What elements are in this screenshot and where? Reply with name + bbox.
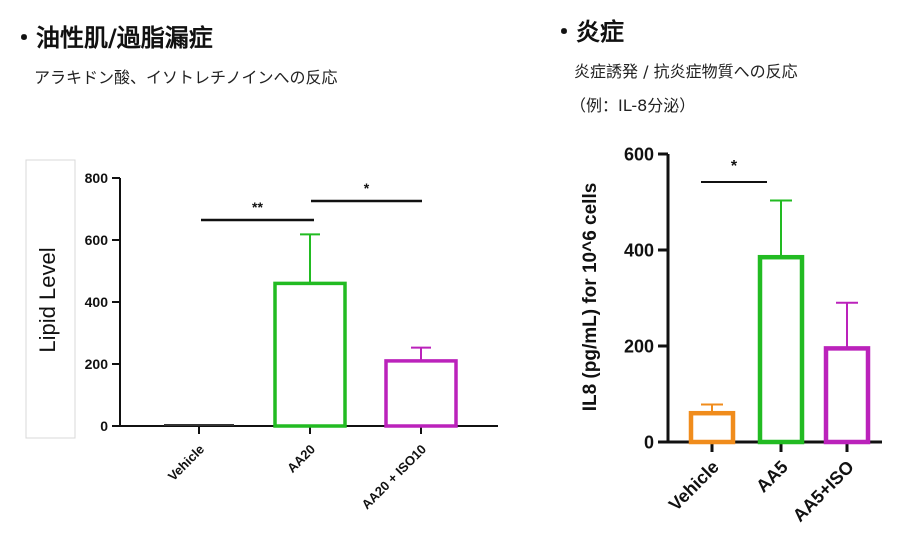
right-category-label: AA5+ISO (789, 457, 858, 526)
left-y-axis-label: Lipid Level (35, 247, 60, 352)
right-bar (688, 410, 736, 445)
left-y-tick-label: 800 (85, 170, 109, 186)
right-y-axis-label: IL8 (pg/mL) for 10^6 cells (580, 183, 601, 412)
left-y-tick-label: 600 (85, 232, 109, 248)
left-y-tick-label: 400 (85, 294, 109, 310)
right-panel-subtitle-line1: 炎症誘発 / 抗炎症物質への反応 (574, 62, 798, 81)
left-bar (384, 359, 458, 428)
left-y-tick-label: 0 (100, 418, 108, 434)
left-category-label: Vehicle (165, 442, 207, 484)
right-bar (823, 346, 871, 445)
left-panel-heading: ・油性肌/過脂漏症 (12, 24, 213, 52)
right-panel-heading: ・炎症 (552, 18, 624, 46)
left-y-tick-label: 200 (85, 356, 109, 372)
right-significance-label: * (731, 158, 738, 175)
right-panel-subtitle-line2: （例：IL-8分泌） (570, 96, 696, 115)
right-chart: 0 200 400 600 IL8 (pg/mL) for 10^6 cells Vehi… (580, 144, 882, 526)
left-chart: 0 200 400 600 800 Lipid Level Vehicle AA20 AA20 … (35, 170, 498, 512)
left-category-label: AA20 (284, 442, 318, 476)
left-panel-subtitle: アラキドン酸、イソトレチノインへの反応 (34, 68, 338, 87)
right-y-tick-label: 200 (624, 336, 654, 356)
right-y-tick-label: 600 (624, 144, 654, 164)
right-category-label: Vehicle (665, 457, 723, 515)
left-significance-label: ** (252, 199, 263, 215)
left-ylabel-box (25, 159, 76, 439)
right-category-label: AA5 (752, 457, 792, 497)
right-bar (757, 254, 805, 445)
right-y-tick-label: 0 (644, 432, 654, 452)
left-bar (273, 281, 347, 428)
left-significance-label: * (364, 180, 370, 196)
right-y-tick-label: 400 (624, 240, 654, 260)
left-category-label: AA20 + ISO10 (358, 442, 429, 513)
